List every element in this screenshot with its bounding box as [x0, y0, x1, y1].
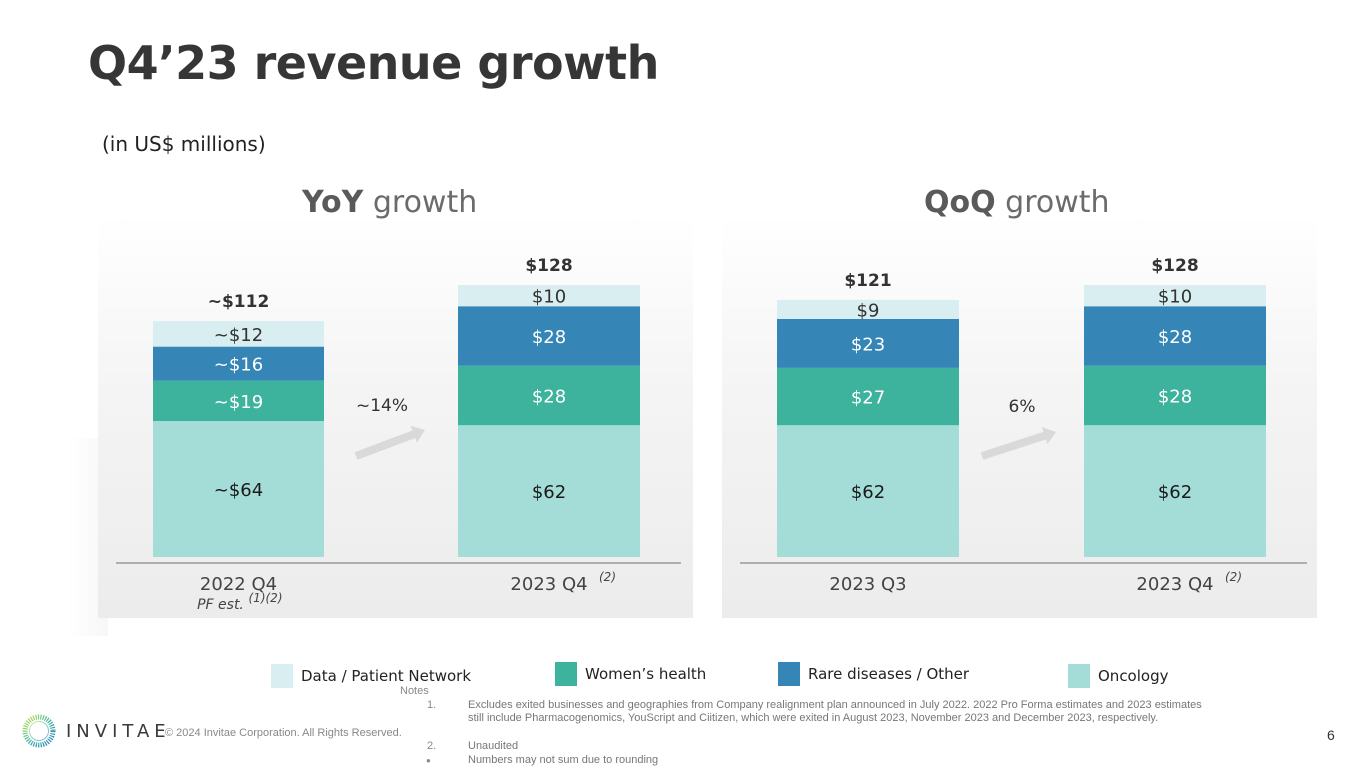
yoy-chart-title: YoY growth: [302, 185, 478, 220]
segment-value-label: $9: [857, 300, 880, 321]
qoq-chart-title: QoQ growth: [924, 185, 1110, 220]
segment-value-label: $10: [532, 287, 566, 308]
growth-percentage-label: ~14%: [356, 396, 408, 416]
segment-value-label: ~$64: [214, 480, 263, 501]
bar-segment-data-patient-network: [153, 321, 324, 347]
arrow-shape: [354, 425, 425, 460]
category-label: 2023 Q4: [510, 574, 587, 595]
page-number: 6: [1327, 727, 1335, 743]
category-label: 2023 Q3: [829, 574, 906, 595]
bar-segment-rare-diseases-other: [458, 306, 640, 366]
category-label: 2022 Q4: [200, 574, 277, 595]
segment-value-label: $10: [1158, 287, 1192, 308]
bar-segment-women-s-health: [1084, 365, 1266, 426]
segment-value-label: $62: [532, 482, 566, 503]
bar-segment-women-s-health: [458, 365, 640, 426]
segment-value-label: ~$16: [214, 355, 263, 376]
qoq-chart: $62 $27 $23 $9 $121 2023 Q3 $62 $28 $28 $10 $128 20…: [740, 256, 1307, 595]
legend-label: Data / Patient Network: [301, 667, 472, 685]
bar-segment-oncology: [1084, 425, 1266, 557]
note-marker: 2.: [427, 740, 437, 752]
bar-segment-data-patient-network: [1084, 285, 1266, 307]
legend-item-oncology: Oncology: [1068, 664, 1168, 688]
bar-segment-oncology: [458, 425, 640, 557]
legend-swatch: [1068, 664, 1090, 688]
bar-segment-data-patient-network: [777, 299, 959, 319]
growth-arrow-icon: [980, 427, 1057, 460]
growth-arrow-icon: [354, 425, 425, 460]
bar-segment-data-patient-network: [458, 285, 640, 307]
bar-segment-rare-diseases-other: [1084, 306, 1266, 366]
invitae-logo: INVITAE: [22, 714, 171, 748]
bar-total-label: $128: [1151, 256, 1198, 276]
segment-value-label: ~$12: [214, 325, 263, 346]
category-footnote-ref: (2): [599, 570, 616, 584]
note-text: Unaudited: [468, 740, 519, 752]
notes-heading: Notes: [400, 685, 429, 697]
bar-segment-rare-diseases-other: [777, 319, 959, 368]
segment-value-label: $27: [851, 388, 885, 409]
segment-value-label: $28: [1158, 387, 1192, 408]
legend-item-data-patient-network: Data / Patient Network: [271, 664, 471, 688]
segment-value-label: $28: [532, 387, 566, 408]
bar-total-label: ~$112: [208, 292, 270, 312]
segment-value-label: $28: [532, 327, 566, 348]
legend-item-rare-diseases-other: Rare diseases / Other: [778, 662, 969, 686]
note-marker: 1.: [427, 699, 437, 711]
units-subtitle: (in US$ millions): [102, 132, 266, 156]
bar-segment-oncology: [153, 421, 324, 557]
bar-segment-rare-diseases-other: [153, 346, 324, 381]
growth-percentage-label: 6%: [1009, 397, 1036, 417]
legend-swatch: [271, 664, 293, 688]
bar-total-label: $128: [525, 256, 572, 276]
bar-total-label: $121: [844, 271, 891, 291]
segment-value-label: $62: [1158, 482, 1192, 503]
category-footnote-ref: (1)(2): [249, 591, 283, 605]
segment-value-label: $28: [1158, 327, 1192, 348]
category-sublabel: PF est.: [197, 597, 244, 613]
yoy-chart: ~$64 ~$19 ~$16 ~$12 ~$112 2022 Q4 PF est. (1)(2…: [116, 256, 681, 613]
note-text: Excludes exited businesses and geographi…: [468, 699, 1202, 724]
legend-swatch: [778, 662, 800, 686]
legend-item-womens-health: Women’s health: [555, 662, 706, 686]
note-marker: ●: [426, 756, 431, 765]
bar-segment-women-s-health: [777, 367, 959, 426]
bar-segment-women-s-health: [153, 380, 324, 421]
segment-value-label: $62: [851, 482, 885, 503]
page-title: Q4’23 revenue growth: [88, 36, 659, 90]
category-footnote-ref: (2): [1225, 570, 1242, 584]
legend-label: Women’s health: [585, 665, 707, 683]
legend-swatch: [555, 662, 577, 686]
logo-wordmark: INVITAE: [66, 720, 171, 742]
invitae-logo-mark-icon: [22, 714, 56, 748]
bar-segment-oncology: [777, 425, 959, 557]
segment-value-label: $23: [851, 334, 885, 355]
legend-label: Oncology: [1098, 667, 1169, 685]
category-label: 2023 Q4: [1136, 574, 1213, 595]
arrow-shape: [980, 427, 1057, 460]
copyright: © 2024 Invitae Corporation. All Rights R…: [165, 727, 402, 739]
segment-value-label: ~$19: [214, 392, 263, 413]
legend-label: Rare diseases / Other: [808, 665, 970, 683]
note-text: Numbers may not sum due to rounding: [468, 754, 659, 766]
